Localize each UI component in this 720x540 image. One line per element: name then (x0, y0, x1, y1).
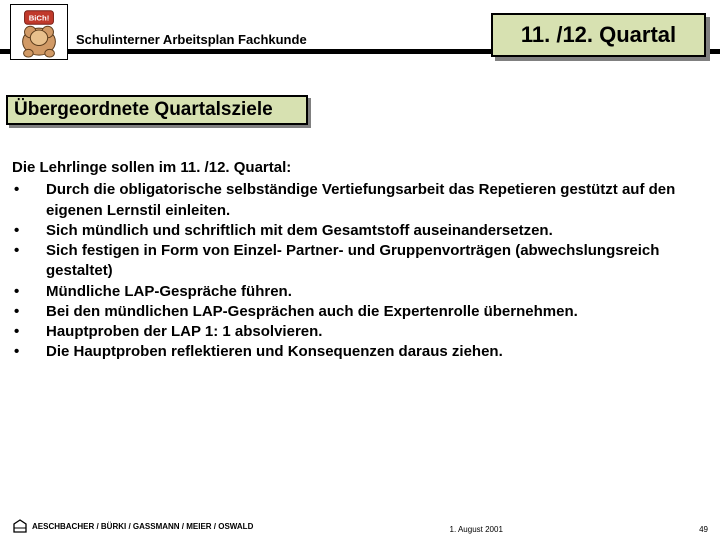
list-item: •Sich festigen in Form von Einzel- Partn… (12, 241, 708, 282)
header-badge: 11. /12. Quartal (491, 13, 706, 57)
footer: AESCHBACHER / BÜRKI / GASSMANN / MEIER /… (0, 518, 720, 534)
footer-left: AESCHBACHER / BÜRKI / GASSMANN / MEIER /… (12, 518, 253, 534)
bullet-marker: • (12, 322, 46, 342)
list-item: •Mündliche LAP-Gespräche führen. (12, 282, 708, 302)
bullet-marker: • (12, 342, 46, 362)
list-item: •Sich mündlich und schriftlich mit dem G… (12, 221, 708, 241)
bullet-marker: • (12, 282, 46, 302)
bullet-text: Mündliche LAP-Gespräche führen. (46, 282, 708, 302)
bullet-text: Bei den mündlichen LAP-Gesprächen auch d… (46, 302, 708, 322)
footer-date: 1. August 2001 (450, 525, 503, 534)
bullet-text: Hauptproben der LAP 1: 1 absolvieren. (46, 322, 708, 342)
bullet-marker: • (12, 221, 46, 241)
bullet-text: Sich mündlich und schriftlich mit dem Ge… (46, 221, 708, 241)
header: BiCh! Schulinterner Arbeitsplan Fachkund… (0, 0, 720, 70)
bullet-list: •Durch die obligatorische selbständige V… (12, 180, 708, 362)
list-item: •Hauptproben der LAP 1: 1 absolvieren. (12, 322, 708, 342)
footer-logo-icon (12, 518, 28, 534)
header-subtitle: Schulinterner Arbeitsplan Fachkunde (76, 32, 307, 47)
footer-authors: AESCHBACHER / BÜRKI / GASSMANN / MEIER /… (32, 522, 253, 531)
footer-page-number: 49 (699, 525, 708, 534)
logo-bear-icon: BiCh! (10, 4, 68, 60)
bullet-text: Sich festigen in Form von Einzel- Partne… (46, 241, 708, 282)
bullet-text: Durch die obligatorische selbständige Ve… (46, 180, 708, 221)
bullet-marker: • (12, 302, 46, 322)
slide-page: BiCh! Schulinterner Arbeitsplan Fachkund… (0, 0, 720, 540)
content-intro: Die Lehrlinge sollen im 11. /12. Quartal… (12, 158, 708, 178)
bullet-marker: • (12, 241, 46, 282)
list-item: •Durch die obligatorische selbständige V… (12, 180, 708, 221)
section-title-box: Übergeordnete Quartalsziele (6, 95, 308, 125)
bullet-marker: • (12, 180, 46, 221)
bullet-text: Die Hauptproben reflektieren und Konsequ… (46, 342, 708, 362)
svg-text:BiCh!: BiCh! (29, 13, 50, 22)
list-item: •Bei den mündlichen LAP-Gesprächen auch … (12, 302, 708, 322)
content-block: Die Lehrlinge sollen im 11. /12. Quartal… (12, 158, 708, 363)
list-item: •Die Hauptproben reflektieren und Konseq… (12, 342, 708, 362)
